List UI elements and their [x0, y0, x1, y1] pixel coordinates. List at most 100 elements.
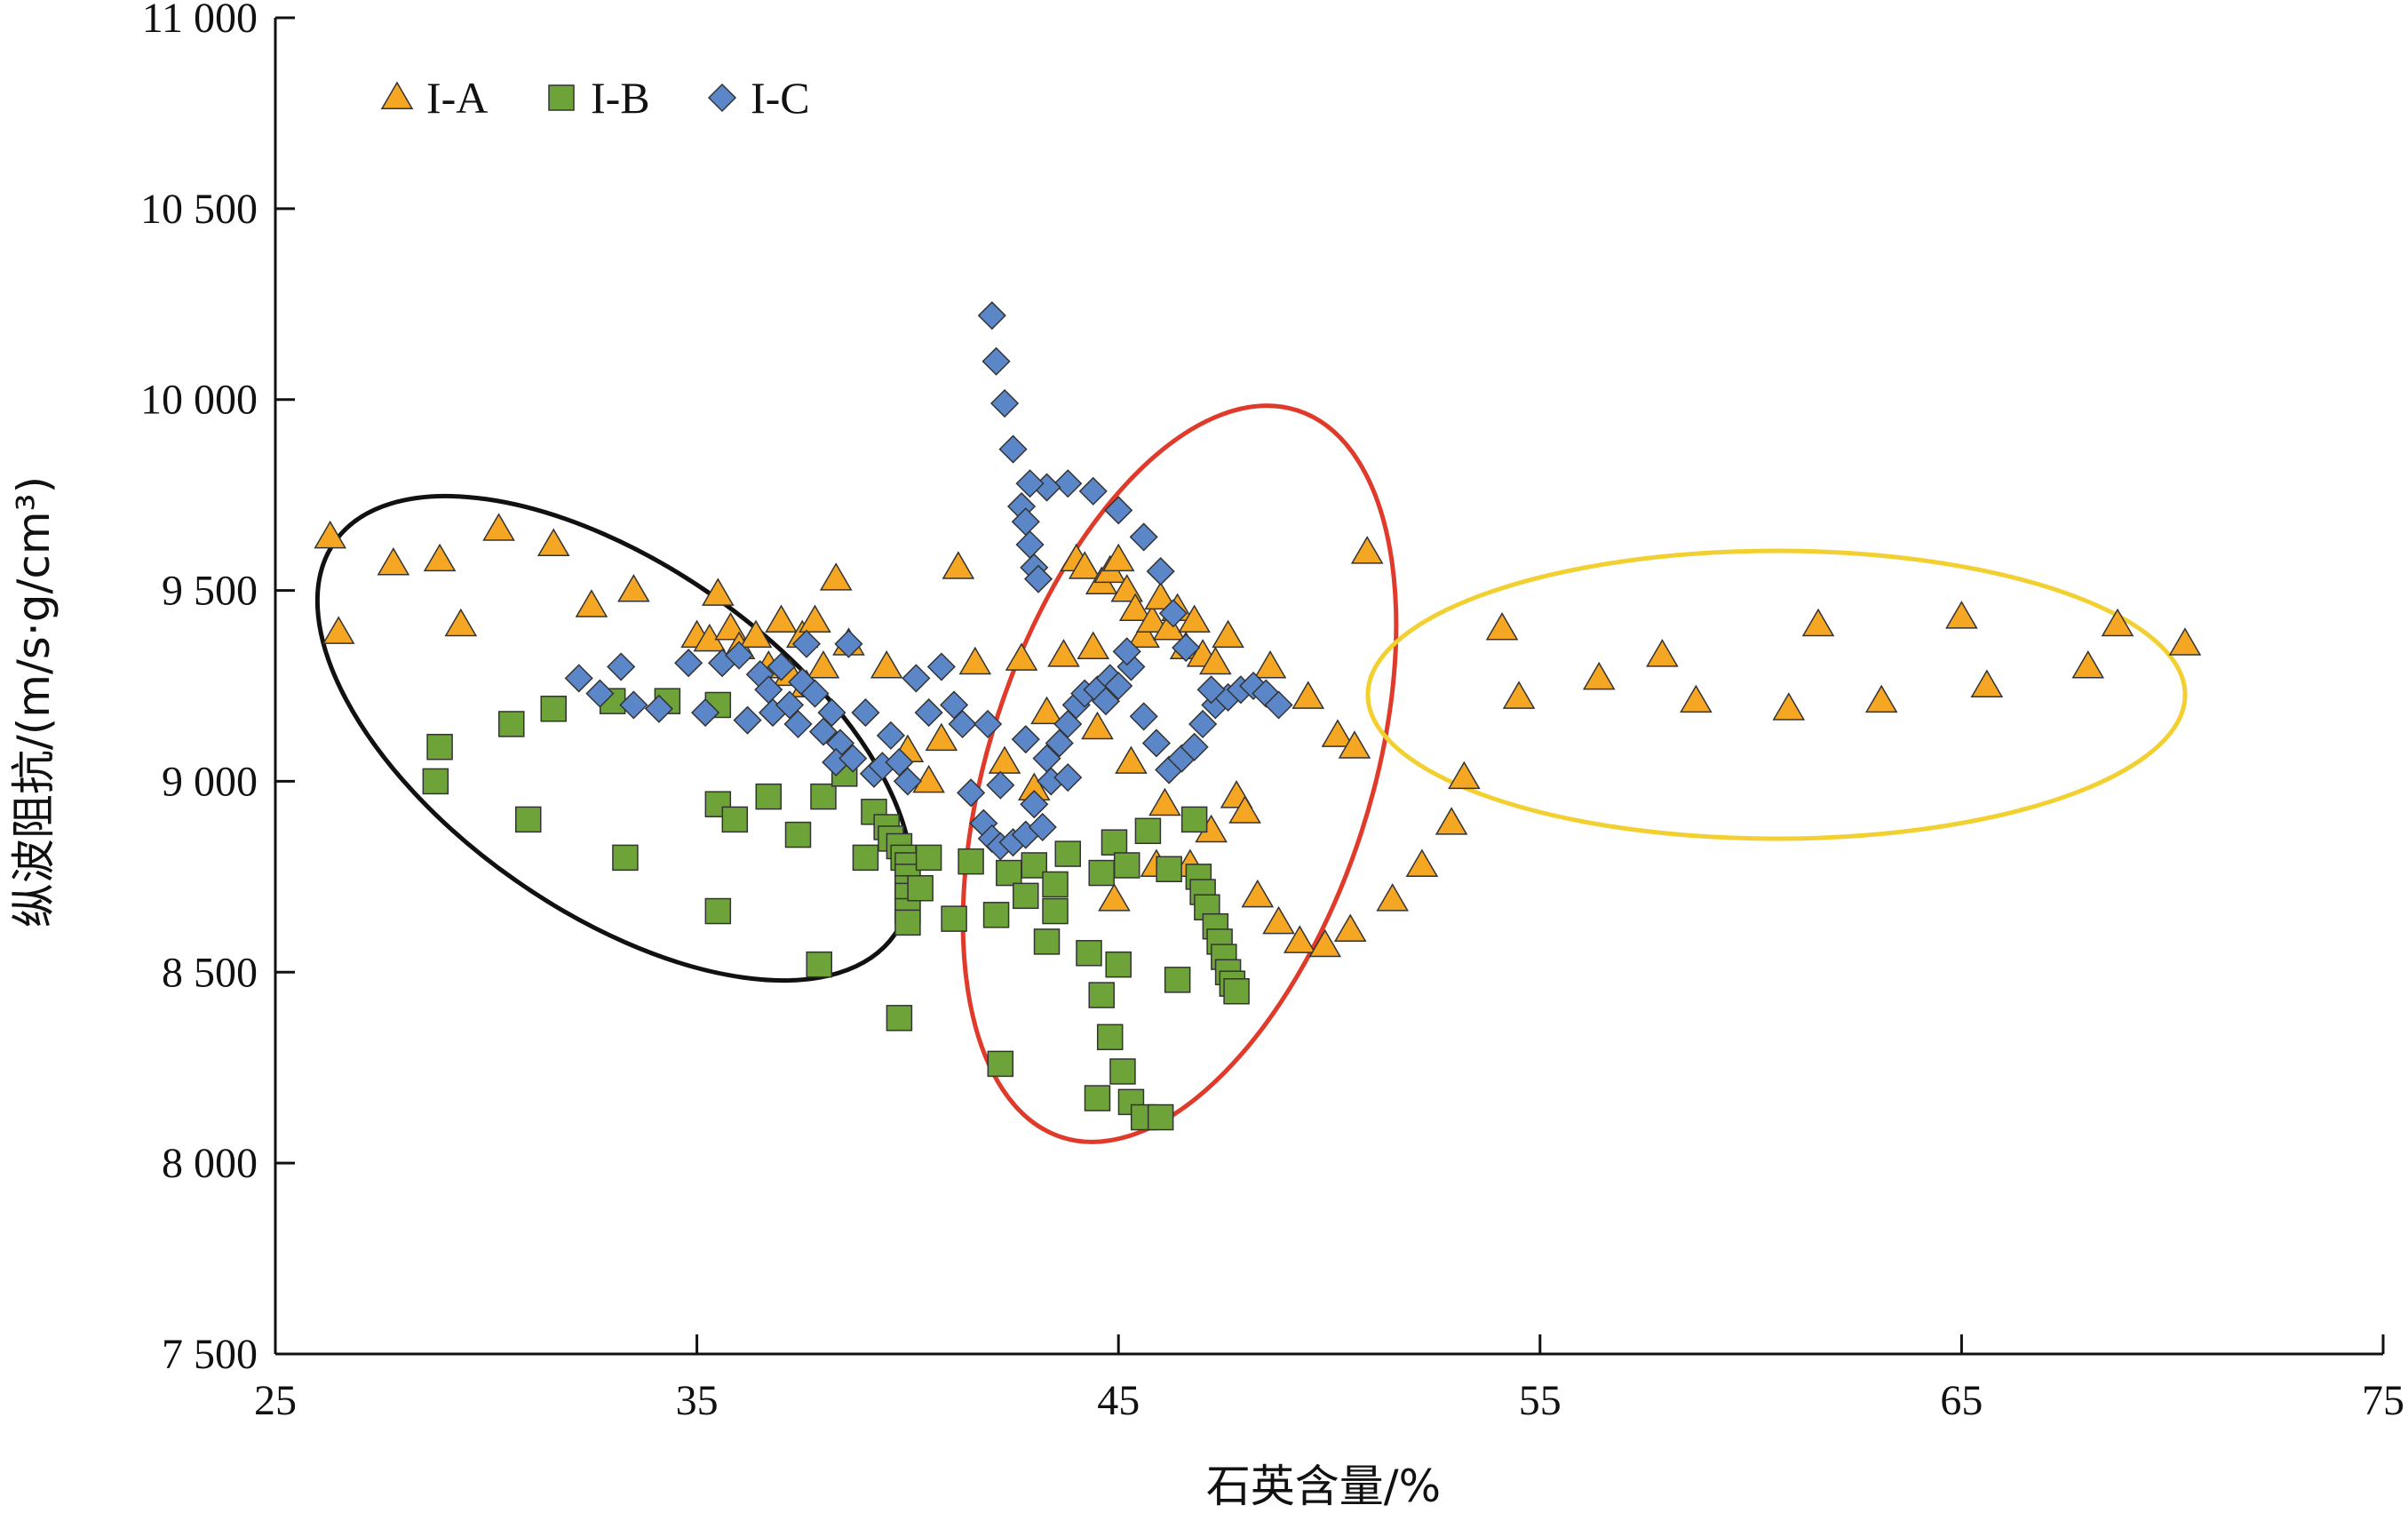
data-point-i-b	[987, 1050, 1014, 1078]
data-point-i-a	[1376, 883, 1409, 912]
x-axis-title: 石英含量/%	[1206, 1461, 1441, 1512]
data-point-i-a	[444, 608, 478, 637]
data-point-i-b	[1013, 882, 1039, 910]
data-point-i-b	[1113, 852, 1140, 879]
data-point-i-c	[564, 664, 593, 693]
data-point-i-b	[806, 951, 832, 978]
series-i-a	[314, 513, 2202, 958]
data-point-i-b	[907, 874, 934, 902]
data-point-i-a	[1135, 604, 1169, 633]
data-point-i-c	[1091, 687, 1121, 716]
data-point-i-a	[1321, 719, 1355, 747]
data-point-i-b	[982, 902, 1010, 928]
data-point-i-b	[852, 844, 879, 872]
data-point-i-b	[1109, 1058, 1136, 1085]
data-point-i-c	[1023, 564, 1053, 593]
data-point-i-a	[702, 577, 735, 606]
data-point-i-c	[1053, 469, 1083, 498]
data-point-i-c	[1180, 732, 1209, 761]
data-point-i-a	[314, 520, 347, 549]
data-point-i-b	[958, 848, 984, 875]
data-point-i-a	[870, 650, 903, 679]
data-point-i-a	[1178, 604, 1211, 633]
x-tick-label: 35	[676, 1377, 719, 1424]
data-point-i-c	[1028, 812, 1057, 842]
legend-marker-i-c	[707, 83, 737, 113]
legend-item-i-c: I-C	[707, 73, 810, 123]
x-ticks: 25 35 45 55 65 75	[254, 1334, 2404, 1424]
legend: I-A I-B I-C	[380, 73, 810, 123]
data-point-i-c	[1104, 671, 1133, 701]
data-point-i-b	[1156, 856, 1182, 883]
data-point-i-c	[619, 690, 648, 720]
data-point-i-a	[1945, 601, 1978, 629]
data-point-i-a	[1582, 661, 1616, 690]
y-tick-label: 11 000	[142, 0, 258, 42]
x-tick-label: 25	[254, 1377, 297, 1424]
data-point-i-c	[1146, 557, 1175, 586]
data-point-i-b	[612, 844, 639, 872]
data-point-i-a	[2101, 608, 2134, 637]
legend-item-i-b: I-B	[548, 73, 650, 123]
data-point-i-a	[1152, 612, 1186, 641]
data-point-i-a	[1970, 669, 2004, 697]
data-point-i-a	[1212, 619, 1244, 649]
data-point-i-c	[1141, 729, 1171, 758]
data-point-i-a	[1127, 619, 1160, 649]
y-tick-label: 8 500	[162, 949, 258, 996]
data-point-i-a	[1068, 551, 1101, 579]
series-i-c	[564, 301, 1293, 861]
data-point-i-a	[2071, 650, 2105, 679]
data-point-i-a	[988, 745, 1021, 774]
legend-marker-i-a	[380, 81, 414, 109]
data-point-i-c	[724, 641, 754, 670]
data-point-i-a	[1350, 536, 1384, 564]
data-point-i-a	[482, 513, 515, 541]
data-point-i-c	[977, 301, 1006, 330]
y-ticks: 7 500 8 000 8 500 9 000 9 500 10 000 10 500 11 …	[140, 0, 295, 1378]
data-point-i-c	[1020, 790, 1049, 819]
data-point-i-c	[989, 388, 1020, 418]
data-point-i-a	[1098, 883, 1131, 912]
data-point-i-c	[834, 629, 863, 658]
data-point-i-a	[617, 574, 650, 602]
data-point-i-b	[886, 1005, 913, 1031]
data-point-i-c	[674, 649, 703, 678]
data-point-i-b	[1101, 829, 1128, 856]
series-i-b	[422, 688, 1250, 1131]
data-point-i-b	[426, 734, 453, 760]
data-point-i-a	[1144, 581, 1177, 610]
data-point-i-a	[536, 528, 570, 556]
data-point-i-b	[1076, 940, 1102, 967]
data-point-i-a	[1005, 642, 1038, 671]
legend-item-i-a: I-A	[380, 73, 488, 123]
y-tick-label: 9 500	[162, 568, 258, 615]
data-point-i-b	[894, 909, 921, 936]
data-point-i-b	[1164, 967, 1191, 993]
data-point-i-c	[1078, 476, 1108, 506]
data-point-i-a	[1228, 795, 1261, 824]
data-point-i-b	[721, 806, 749, 833]
data-point-i-a	[1115, 745, 1148, 774]
data-point-i-c	[998, 434, 1028, 464]
data-point-i-c	[1196, 675, 1226, 705]
data-point-i-a	[1118, 593, 1152, 622]
data-point-i-a	[1485, 612, 1519, 641]
data-point-i-a	[423, 543, 457, 572]
data-point-i-a	[1148, 787, 1181, 816]
data-point-i-a	[1047, 639, 1080, 667]
data-point-i-c	[926, 652, 956, 681]
data-point-i-b	[996, 859, 1022, 887]
data-point-i-c	[1129, 522, 1158, 552]
data-point-i-a	[1801, 608, 1835, 637]
data-point-i-c	[1015, 469, 1045, 498]
legend-label: I-C	[751, 73, 810, 123]
data-point-i-c	[974, 709, 1003, 739]
data-point-i-b	[755, 783, 783, 810]
data-point-i-a	[1291, 681, 1325, 709]
data-point-i-c	[1158, 599, 1188, 628]
data-point-i-a	[1333, 913, 1367, 943]
data-point-i-b	[515, 806, 542, 833]
data-point-i-b	[1180, 806, 1208, 833]
data-point-i-b	[1042, 871, 1069, 898]
